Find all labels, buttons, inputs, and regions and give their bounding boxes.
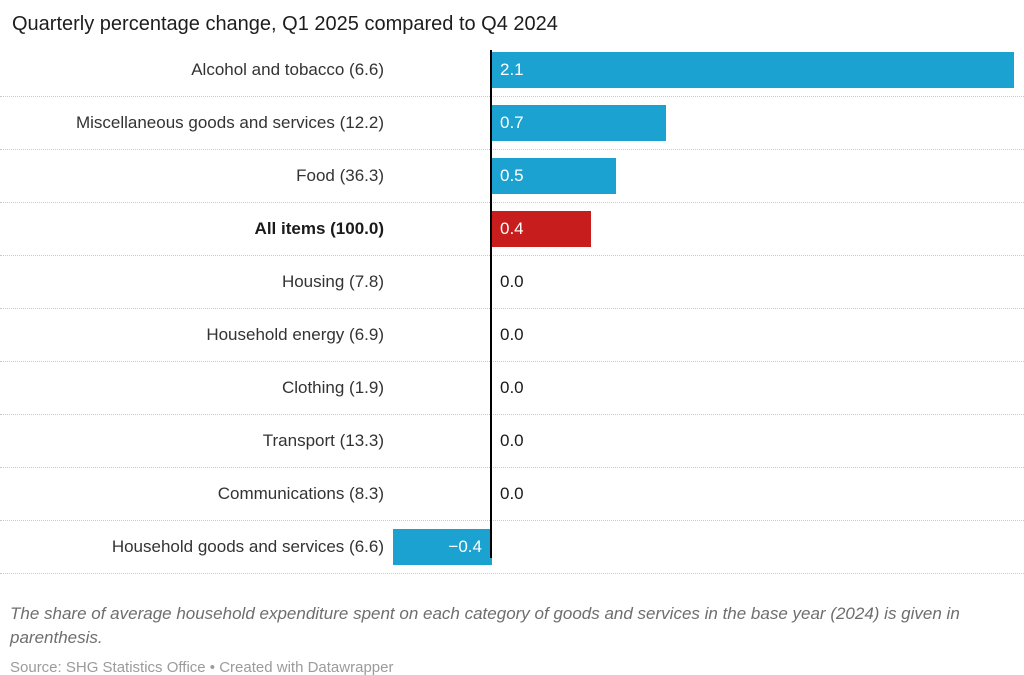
bar-chart: Alcohol and tobacco (6.6) 2.1 Miscellaneou…: [0, 44, 1024, 574]
chart-row: Household energy (6.9) 0.0: [0, 309, 1024, 362]
chart-row: Food (36.3) 0.5: [0, 150, 1024, 203]
category-label: Household goods and services (6.6): [111, 537, 384, 556]
zero-baseline-axis: [490, 50, 492, 558]
chart-row: Clothing (1.9) 0.0: [0, 362, 1024, 415]
bar-positive: 0.7: [492, 105, 666, 141]
zero-value-label: 0.0: [500, 272, 524, 291]
chart-row: All items (100.0) 0.4: [0, 203, 1024, 256]
chart-row: Alcohol and tobacco (6.6) 2.1: [0, 44, 1024, 97]
category-label: Clothing (1.9): [281, 378, 384, 397]
chart-note: The share of average household expenditu…: [10, 604, 960, 647]
bar-positive: 0.5: [492, 158, 617, 194]
bar-value-label: 2.1: [500, 60, 524, 79]
bar-positive: 0.4: [492, 211, 592, 247]
zero-value-label: 0.0: [500, 484, 524, 503]
zero-value-label: 0.0: [500, 431, 524, 450]
category-label: Household energy (6.9): [206, 325, 384, 344]
chart-title: Quarterly percentage change, Q1 2025 com…: [12, 13, 558, 35]
chart-row: Miscellaneous goods and services (12.2) 0…: [0, 97, 1024, 150]
zero-value-label: 0.0: [500, 378, 524, 397]
category-label: Alcohol and tobacco (6.6): [191, 60, 384, 79]
chart-row: Household goods and services (6.6) −0.4: [0, 521, 1024, 574]
bar-value-label: 0.4: [500, 219, 524, 238]
chart-row: Transport (13.3) 0.0: [0, 415, 1024, 468]
category-label: Communications (8.3): [217, 484, 384, 503]
bar-value-label: −0.4: [448, 537, 482, 556]
bar-positive: 2.1: [492, 52, 1014, 88]
bar-value-label: 0.5: [500, 166, 524, 185]
chart-footer: The share of average household expenditu…: [0, 602, 1024, 675]
chart-row: Communications (8.3) 0.0: [0, 468, 1024, 521]
chart-row: Housing (7.8) 0.0: [0, 256, 1024, 309]
category-label: All items (100.0): [254, 219, 384, 238]
source-line: Source: SHG Statistics Office • Created …: [10, 659, 394, 675]
zero-value-label: 0.0: [500, 325, 524, 344]
category-label: Food (36.3): [296, 166, 384, 185]
bar-negative: −0.4: [392, 529, 492, 565]
category-label: Housing (7.8): [281, 272, 384, 291]
category-label: Miscellaneous goods and services (12.2): [75, 113, 384, 132]
category-label: Transport (13.3): [262, 431, 384, 450]
bar-value-label: 0.7: [500, 113, 524, 132]
